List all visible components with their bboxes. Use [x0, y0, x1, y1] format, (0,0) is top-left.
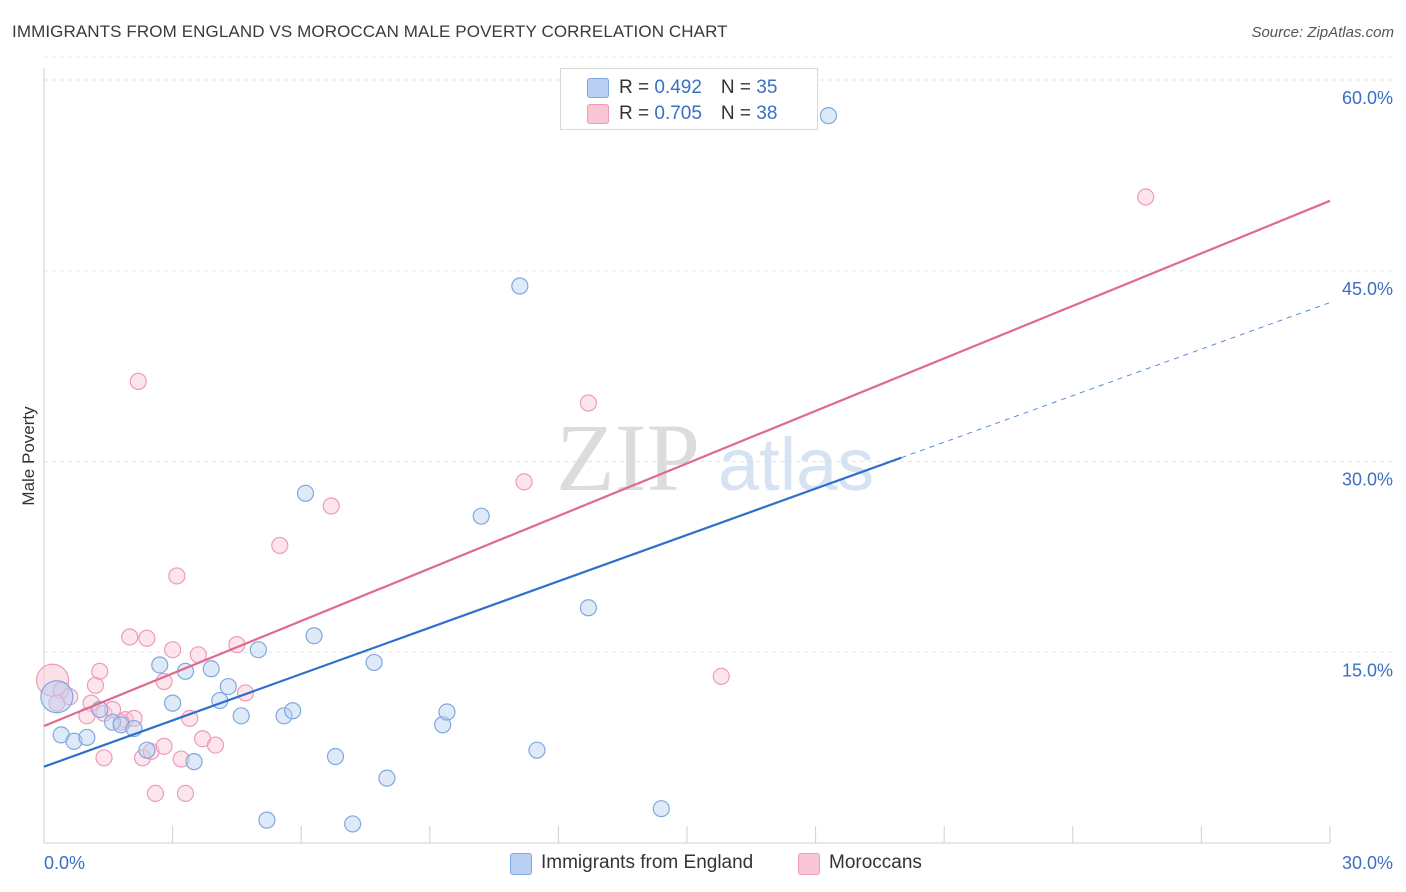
england-point-31: [579, 599, 598, 617]
england-point-19: [284, 702, 302, 720]
england-point-21: [305, 627, 323, 645]
moroccans-point-19: [164, 641, 182, 659]
trend-lines: [43, 199, 1331, 768]
england-point-28: [472, 507, 490, 525]
y-axis-label: Male Poverty: [19, 406, 38, 506]
england-point-29: [511, 277, 529, 295]
england-point-27: [438, 703, 456, 721]
legend-swatch-england: [587, 78, 609, 98]
moroccans-point-16: [146, 784, 165, 803]
axis-labels: Male Poverty 0.0% 30.0%: [19, 406, 1393, 873]
y-tick-label-0: 15.0%: [1342, 660, 1393, 680]
england-point-33: [819, 107, 838, 125]
moroccans-point-6: [86, 676, 105, 694]
england-point-15: [219, 677, 237, 696]
moroccans-point-18: [155, 737, 173, 755]
moroccans-point-23: [181, 709, 199, 727]
legend-text-moroccans: R = 0.705 N = 38: [619, 103, 778, 124]
bottom-label-moroccans: Moroccans: [829, 852, 922, 873]
bottom-swatch-england: [510, 853, 532, 875]
chart-title: IMMIGRANTS FROM ENGLAND VS MOROCCAN MALE…: [12, 22, 728, 41]
moroccans-point-34: [1137, 188, 1155, 206]
england-point-20: [296, 484, 315, 502]
legend-text-england: R = 0.492 N = 35: [619, 77, 778, 98]
moroccans-point-22: [176, 784, 195, 803]
england-point-26: [434, 716, 452, 734]
england-points: [40, 107, 838, 833]
england-trend-extension: [901, 302, 1331, 459]
england-point-16: [232, 707, 250, 725]
england-point-18: [275, 707, 293, 725]
england-point-24: [365, 653, 383, 672]
x-tick-min: 0.0%: [44, 853, 85, 873]
x-tick-max: 30.0%: [1342, 853, 1393, 873]
watermark: ZIP atlas: [556, 404, 874, 511]
england-point-8: [138, 741, 156, 759]
england-point-9: [151, 656, 169, 674]
england-point-12: [185, 753, 203, 771]
watermark-atlas: atlas: [718, 423, 874, 506]
england-point-10: [164, 694, 182, 712]
moroccans-point-29: [271, 536, 289, 555]
watermark-zip: ZIP: [556, 404, 700, 511]
y-tick-label-3: 60.0%: [1342, 88, 1393, 108]
england-point-34: [258, 811, 276, 829]
bottom-label-england: Immigrants from England: [541, 852, 754, 873]
england-point-17: [249, 641, 267, 659]
moroccans-point-26: [206, 736, 225, 754]
england-point-0: [40, 680, 74, 714]
england-point-3: [78, 728, 96, 747]
moroccans-point-32: [579, 394, 598, 412]
gridlines: [44, 56, 1392, 653]
chart-source: Source: ZipAtlas.com: [1251, 24, 1394, 41]
moroccans-point-11: [121, 628, 139, 646]
moroccans-point-15: [138, 629, 156, 647]
legend-swatch-moroccans: [587, 104, 609, 124]
england-point-22: [326, 747, 345, 766]
moroccans-trend-line: [43, 199, 1331, 728]
y-tick-label-2: 45.0%: [1342, 279, 1393, 299]
england-trend-line: [43, 456, 902, 768]
england-point-32: [652, 800, 670, 818]
england-point-30: [528, 741, 546, 759]
england-point-25: [378, 769, 396, 787]
moroccans-point-5: [103, 700, 122, 719]
moroccans-point-30: [322, 497, 340, 515]
stats-legend: R = 0.492 N = 35 R = 0.705 N = 38: [560, 68, 818, 130]
y-tick-labels: 15.0% 30.0% 45.0% 60.0%: [1342, 88, 1393, 680]
y-tick-label-1: 30.0%: [1342, 470, 1393, 490]
axes: [43, 68, 1331, 844]
moroccans-point-21: [172, 750, 190, 768]
england-point-13: [202, 660, 220, 678]
england-point-2: [65, 732, 83, 750]
england-point-23: [344, 815, 362, 833]
moroccans-point-7: [91, 662, 109, 680]
moroccans-point-20: [168, 567, 186, 585]
moroccans-point-8: [95, 749, 113, 767]
moroccans-point-33: [712, 667, 730, 686]
england-point-6: [112, 716, 130, 734]
moroccans-point-12: [129, 372, 147, 390]
bottom-swatch-moroccans: [798, 853, 820, 875]
moroccans-point-31: [515, 473, 533, 491]
